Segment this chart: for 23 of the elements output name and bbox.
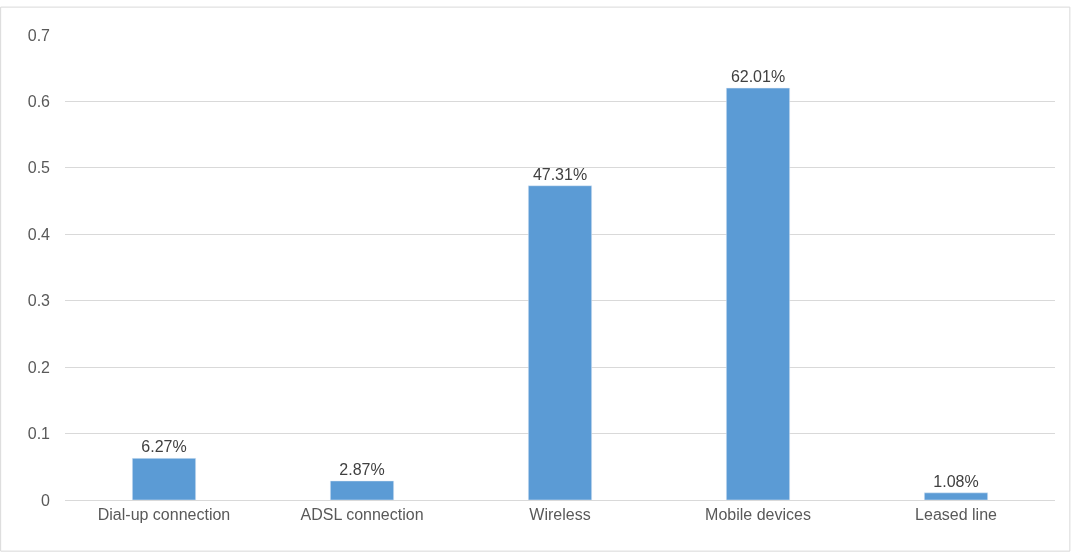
y-tick-label: 0.1 [27, 425, 51, 443]
y-tick-label: 0.7 [27, 26, 51, 44]
x-tick-label: ADSL connection [300, 506, 424, 524]
x-tick-label: Leased line [915, 506, 998, 524]
data-label: 62.01% [730, 68, 786, 86]
data-label: 47.31% [532, 165, 588, 183]
bar [528, 185, 592, 500]
data-label: 6.27% [141, 438, 187, 456]
data-label: 1.08% [933, 472, 979, 490]
bar [726, 87, 790, 500]
y-tick-label: 0.4 [27, 225, 51, 243]
y-tick-label: 0.5 [27, 159, 51, 177]
y-tick-label: 0 [41, 491, 51, 509]
y-tick-label: 0.6 [27, 93, 51, 111]
x-tick-label: Wireless [529, 506, 591, 524]
y-tick-label: 0.2 [27, 358, 51, 376]
y-tick-label: 0.3 [27, 292, 51, 310]
data-label: 2.87% [339, 460, 385, 478]
x-tick-label: Mobile devices [705, 506, 811, 524]
bar [924, 492, 988, 500]
x-tick-label: Dial-up connection [97, 506, 231, 524]
bar [330, 480, 394, 500]
bar [132, 458, 196, 500]
